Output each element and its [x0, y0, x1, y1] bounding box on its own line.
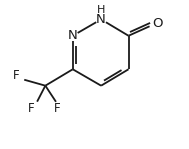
Text: N: N	[96, 13, 106, 26]
Text: N: N	[68, 29, 78, 42]
Text: H: H	[97, 5, 105, 15]
Text: F: F	[28, 102, 35, 115]
Text: O: O	[153, 17, 163, 30]
Text: F: F	[54, 102, 61, 115]
Text: F: F	[13, 69, 19, 83]
